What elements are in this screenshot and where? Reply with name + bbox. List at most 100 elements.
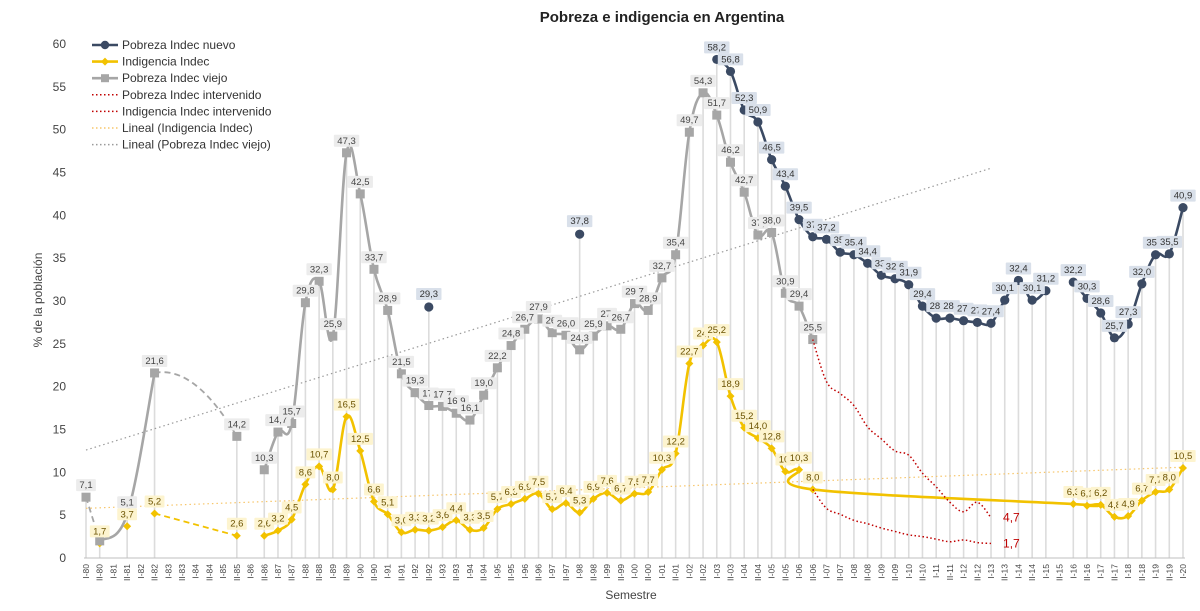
data-label-bg bbox=[556, 485, 576, 498]
x-tick-label: I-17 bbox=[1096, 564, 1106, 579]
data-label-bg bbox=[361, 251, 387, 264]
x-tick-label: I-14 bbox=[1013, 564, 1023, 579]
series-indigencia-indec-intervenido bbox=[812, 489, 992, 545]
data-point bbox=[712, 338, 721, 347]
data-label: 5,1 bbox=[121, 497, 134, 508]
data-label: 4,9 bbox=[1122, 499, 1135, 510]
x-tick-label: I-94 bbox=[465, 564, 475, 579]
x-tick-label: I-97 bbox=[547, 564, 557, 579]
data-point bbox=[603, 488, 612, 497]
data-label-bg bbox=[704, 97, 730, 110]
data-label: 12,2 bbox=[666, 436, 685, 447]
data-point bbox=[315, 462, 324, 471]
data-label: 7,5 bbox=[532, 477, 545, 488]
y-tick-label: 50 bbox=[53, 123, 67, 137]
data-label-bg bbox=[141, 354, 168, 367]
x-tick-label: I-93 bbox=[438, 564, 448, 579]
data-point bbox=[451, 408, 461, 418]
data-label: 27, bbox=[971, 305, 984, 316]
y-tick-label: 40 bbox=[53, 208, 67, 222]
data-point bbox=[287, 419, 297, 429]
data-label: 4,5 bbox=[285, 502, 298, 513]
data-label: 19,0 bbox=[474, 378, 493, 389]
data-label: 31,9 bbox=[900, 268, 919, 279]
data-label: 6,6 bbox=[367, 484, 380, 495]
data-point bbox=[493, 505, 502, 514]
data-point bbox=[767, 444, 776, 453]
x-tick-label: I-12 bbox=[959, 564, 969, 579]
data-label-bg bbox=[512, 311, 538, 324]
data-label-bg bbox=[1129, 265, 1155, 278]
data-label-bg bbox=[662, 435, 689, 448]
data-label: 26, bbox=[546, 316, 559, 327]
data-label: 16,9 bbox=[447, 396, 466, 407]
legend-label: Pobreza Indec nuevo bbox=[122, 38, 236, 52]
x-tick-label: II-99 bbox=[616, 564, 626, 581]
data-point bbox=[575, 508, 584, 517]
data-point bbox=[424, 526, 433, 535]
data-point bbox=[356, 446, 365, 455]
data-point bbox=[726, 392, 735, 401]
data-point bbox=[342, 148, 352, 158]
data-point bbox=[575, 229, 585, 239]
x-tick-label: I-82 bbox=[136, 564, 146, 579]
data-label: 27,3 bbox=[1119, 307, 1138, 318]
data-label-bg bbox=[854, 245, 881, 258]
data-label: 15,7 bbox=[282, 407, 301, 418]
data-point bbox=[780, 288, 790, 298]
x-tick-label: II-12 bbox=[972, 564, 982, 581]
data-point bbox=[259, 465, 269, 475]
x-tick-label: I-92 bbox=[410, 564, 420, 579]
data-point bbox=[492, 363, 502, 373]
data-label-bg bbox=[717, 378, 744, 391]
data-label-bg bbox=[278, 405, 305, 418]
data-label: 29,3 bbox=[420, 289, 439, 300]
data-label: 17, bbox=[422, 389, 435, 400]
data-label: 27, bbox=[600, 309, 613, 320]
data-point bbox=[479, 390, 489, 400]
data-label: 43,4 bbox=[776, 169, 795, 180]
x-tick-label: I-88 bbox=[300, 564, 310, 579]
x-tick-label: I-99 bbox=[602, 564, 612, 579]
data-label-bg bbox=[281, 501, 302, 514]
x-tick-label: I-04 bbox=[739, 564, 749, 579]
data-point bbox=[1110, 512, 1119, 521]
data-label: 42,5 bbox=[351, 177, 370, 188]
data-point bbox=[684, 127, 694, 137]
data-label-bg bbox=[1074, 280, 1100, 293]
end-label: 1,7 bbox=[1003, 536, 1020, 550]
data-label: 6,2 bbox=[1094, 488, 1107, 499]
data-label: 28, bbox=[930, 301, 943, 312]
data-point bbox=[780, 181, 790, 191]
data-point bbox=[630, 299, 639, 309]
data-label-bg bbox=[758, 430, 785, 443]
data-point bbox=[657, 465, 666, 474]
data-label: 39,5 bbox=[790, 203, 809, 214]
data-point bbox=[506, 341, 516, 351]
data-label-bg bbox=[745, 103, 771, 116]
data-label-bg bbox=[676, 114, 703, 127]
data-label: 1,7 bbox=[93, 526, 106, 537]
data-point bbox=[616, 324, 626, 334]
x-tick-label: I-06 bbox=[794, 564, 804, 579]
data-point bbox=[465, 525, 474, 534]
data-label-bg bbox=[377, 496, 398, 509]
data-label-bg bbox=[333, 398, 360, 411]
axis-layer: 0 5 10 15 20 25 30 35 40 45 50 55 60 I-80 II-80 I-81 II-… bbox=[53, 37, 1188, 581]
x-tick-label: II-82 bbox=[150, 564, 160, 581]
data-label: 29,4 bbox=[790, 289, 809, 300]
data-label: 10,3 bbox=[653, 453, 672, 464]
data-label: 14,7 bbox=[269, 415, 288, 426]
data-point bbox=[520, 324, 530, 334]
data-label: 56,8 bbox=[721, 54, 740, 65]
x-tick-label: II-08 bbox=[863, 564, 873, 581]
data-point bbox=[547, 328, 557, 338]
data-label-bg bbox=[662, 236, 689, 249]
data-label: 17,7 bbox=[433, 389, 452, 400]
data-label: 5,3 bbox=[573, 496, 586, 507]
data-point bbox=[123, 522, 132, 531]
data-label: 12,5 bbox=[351, 434, 370, 445]
data-label: 21,6 bbox=[145, 356, 164, 367]
data-label: 28,9 bbox=[639, 293, 658, 304]
data-point bbox=[383, 510, 392, 519]
